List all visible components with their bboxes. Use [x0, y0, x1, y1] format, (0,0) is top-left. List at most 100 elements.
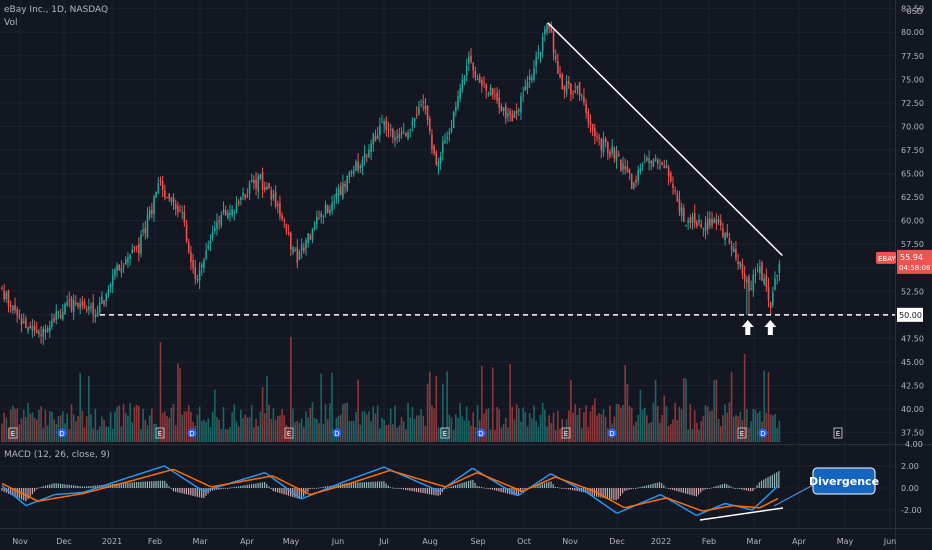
macd-histogram-bar	[387, 485, 389, 488]
macd-histogram-bar	[615, 488, 617, 501]
macd-histogram-bar	[231, 487, 233, 489]
volume-bar	[46, 425, 49, 442]
macd-histogram-bar	[216, 488, 218, 490]
macd-histogram-bar	[454, 485, 457, 488]
price-axis-label: 75.00	[901, 75, 924, 84]
volume-label: Vol	[4, 18, 18, 28]
candle-body	[589, 120, 592, 125]
macd-histogram-bar	[207, 488, 209, 494]
volume-bar	[339, 414, 342, 442]
candle-body	[61, 312, 64, 320]
macd-histogram-bar	[66, 484, 68, 488]
volume-bar	[491, 367, 494, 442]
candle-body	[700, 223, 702, 228]
macd-histogram-bar	[86, 486, 88, 488]
volume-bar	[159, 342, 162, 442]
macd-histogram-bar	[405, 488, 407, 490]
macd-histogram-bar	[426, 488, 428, 494]
candle-body	[287, 232, 290, 234]
macd-histogram-bar	[389, 487, 392, 489]
time-axis-label: May	[283, 537, 300, 546]
macd-histogram-bar	[131, 482, 133, 488]
macd-histogram-bar	[287, 488, 290, 496]
candle-body	[213, 228, 216, 232]
volume-bar	[776, 428, 778, 442]
event-marker-letter: D	[478, 430, 483, 438]
price-axis-label: 77.50	[901, 52, 924, 61]
volume-bar	[140, 429, 142, 442]
macd-histogram-bar	[747, 488, 750, 491]
candle-body	[387, 129, 390, 131]
candle-body	[561, 74, 564, 90]
candle-body	[205, 250, 207, 259]
candle-body	[33, 325, 36, 331]
volume-bar	[22, 409, 25, 442]
macd-histogram-bar	[326, 486, 329, 488]
macd-histogram-bar	[29, 488, 31, 497]
macd-histogram-bar	[463, 482, 465, 488]
volume-bar	[624, 365, 626, 442]
volume-bar	[446, 371, 448, 442]
volume-bar	[598, 413, 600, 442]
candle-body	[281, 215, 283, 219]
volume-bar	[118, 405, 121, 442]
candle-body	[428, 118, 431, 132]
event-marker-letter: E	[836, 430, 840, 438]
macd-histogram-bar	[40, 486, 42, 488]
price-axis-label: 52.50	[901, 287, 924, 296]
volume-bar	[596, 415, 598, 442]
event-marker-letter: E	[443, 430, 447, 438]
macd-histogram-bar	[62, 484, 64, 488]
volume-bar	[709, 411, 711, 442]
macd-histogram-bar	[122, 483, 125, 488]
macd-histogram-bar	[539, 484, 541, 488]
macd-histogram-bar	[198, 488, 201, 498]
volume-bar	[5, 417, 8, 442]
candle-body	[250, 180, 253, 182]
candle-body	[615, 150, 618, 161]
macd-histogram-bar	[94, 485, 96, 488]
candle-body	[296, 246, 299, 264]
macd-histogram-bar	[600, 488, 602, 498]
macd-histogram-bar	[396, 488, 398, 489]
macd-histogram-bar	[157, 480, 159, 488]
candle-body	[166, 197, 168, 199]
candle-body	[365, 155, 368, 157]
candle-body	[381, 122, 383, 124]
volume-bar	[420, 409, 422, 442]
candle-body	[361, 159, 364, 168]
candle-body	[437, 161, 440, 168]
macd-histogram-bar	[676, 488, 678, 492]
macd-histogram-bar	[498, 488, 500, 492]
macd-histogram-bar	[635, 488, 637, 489]
candle-body	[418, 107, 420, 115]
volume-bar	[748, 427, 750, 442]
volume-bar	[706, 406, 709, 442]
candle-body	[754, 274, 757, 276]
volume-bar	[255, 418, 257, 442]
macd-axis-label: -2.00	[901, 506, 922, 515]
volume-bar	[450, 417, 453, 442]
event-marker-letter: D	[334, 430, 339, 438]
volume-bar	[583, 412, 585, 442]
candle-body	[513, 111, 516, 118]
macd-histogram-bar	[183, 488, 185, 494]
macd-histogram-bar	[168, 486, 170, 488]
macd-histogram-bar	[57, 483, 60, 488]
candle-body	[257, 176, 260, 192]
macd-histogram-bar	[669, 488, 671, 490]
candle-body	[159, 180, 162, 182]
candle-body	[231, 209, 233, 216]
volume-bar	[481, 365, 483, 442]
candle-body	[155, 191, 157, 198]
dividend-marker	[758, 428, 768, 438]
macd-histogram-bar	[164, 480, 166, 488]
candle-body	[70, 297, 73, 311]
candle-body	[274, 191, 277, 207]
candle-body	[498, 97, 501, 108]
volume-bar	[157, 427, 160, 442]
macd-histogram-bar	[81, 486, 83, 488]
volume-bar	[120, 426, 123, 442]
volume-bar	[263, 413, 266, 442]
